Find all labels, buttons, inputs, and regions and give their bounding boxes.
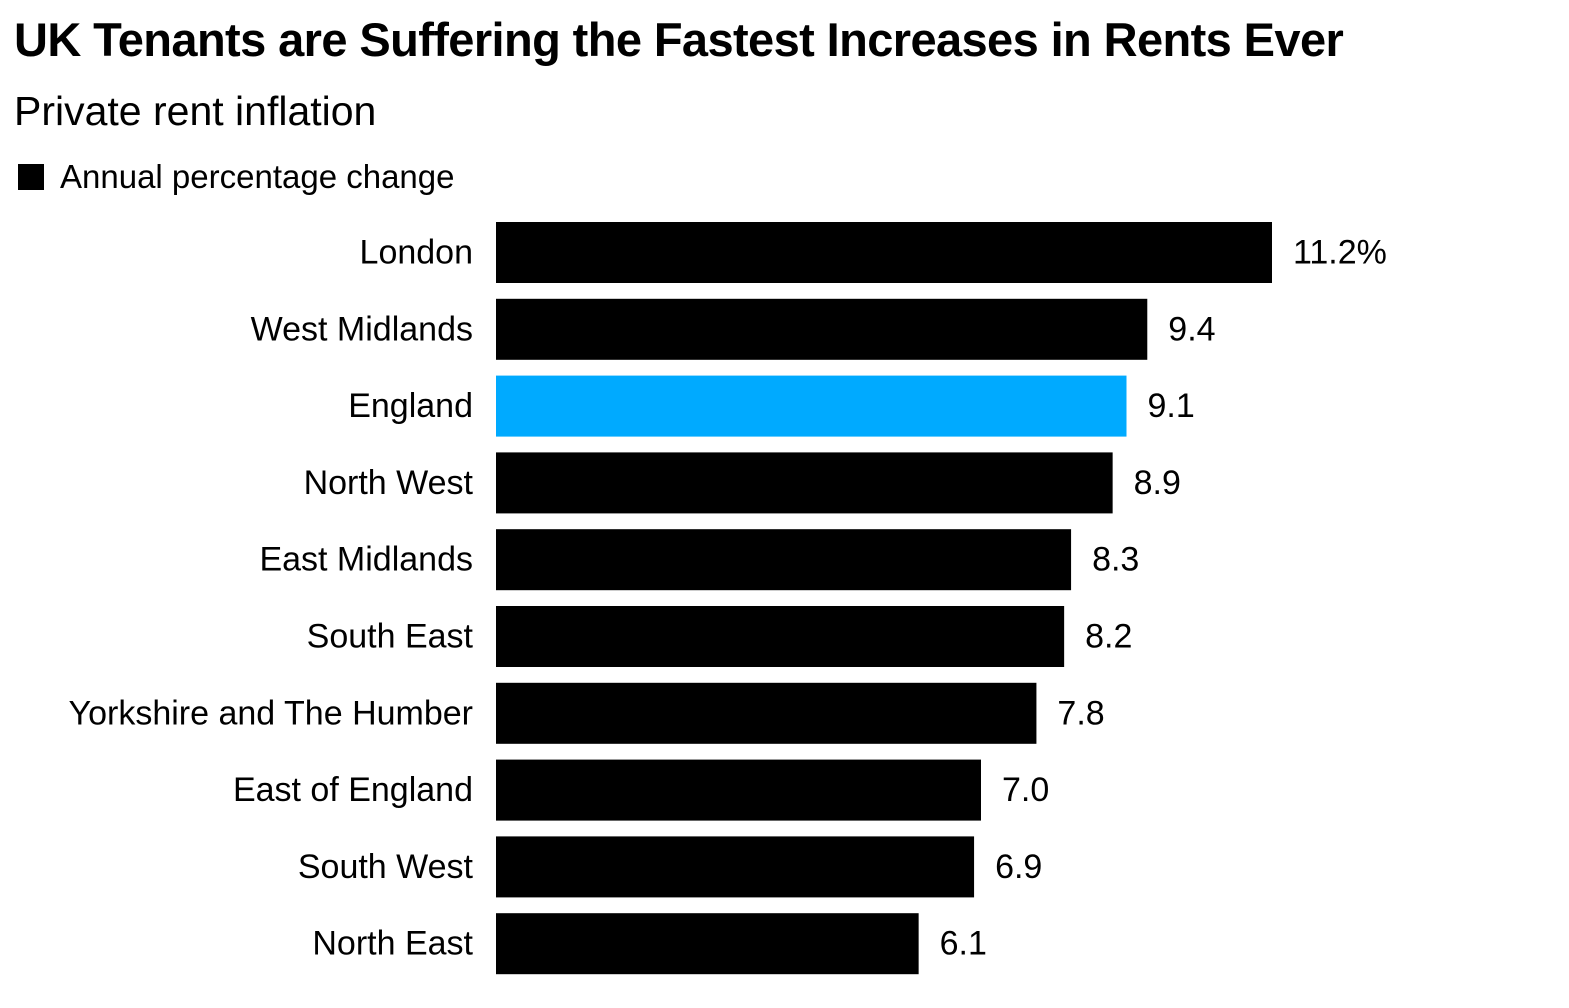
value-label: 7.0 [1002,771,1049,809]
category-label: North West [304,464,474,502]
category-label: South West [298,848,474,886]
bar-england [496,375,1127,437]
value-label: 6.1 [940,925,987,963]
value-label: 7.8 [1057,694,1104,732]
chart-title: UK Tenants are Suffering the Fastest Inc… [14,13,1344,66]
bar-north-west [496,452,1113,514]
value-label: 8.2 [1085,618,1132,656]
bar-east-of-england [496,759,981,821]
bar-west-midlands [496,298,1148,360]
value-label: 11.2% [1293,234,1387,272]
value-label: 8.3 [1092,541,1139,579]
legend-swatch [18,164,44,190]
category-label: West Midlands [251,310,473,348]
category-label: East of England [233,771,473,809]
value-label: 6.9 [995,848,1042,886]
category-label: London [360,234,473,272]
category-label: East Midlands [259,541,473,579]
bar-east-midlands [496,529,1072,591]
bar-yorkshire-and-the-humber [496,682,1037,744]
chart-subtitle: Private rent inflation [14,88,377,134]
value-label: 9.1 [1148,387,1195,425]
category-label: South East [307,618,474,656]
bar-south-west [496,836,975,898]
legend-label: Annual percentage change [60,158,455,195]
category-label: England [348,387,473,425]
category-label: North East [312,925,473,963]
bar-london [496,222,1272,283]
bar-north-east [496,913,919,975]
legend: Annual percentage change [18,158,455,196]
category-label: Yorkshire and The Humber [69,694,473,732]
value-label: 9.4 [1168,310,1215,348]
bar-south-east [496,606,1065,667]
value-label: 8.9 [1134,464,1181,502]
